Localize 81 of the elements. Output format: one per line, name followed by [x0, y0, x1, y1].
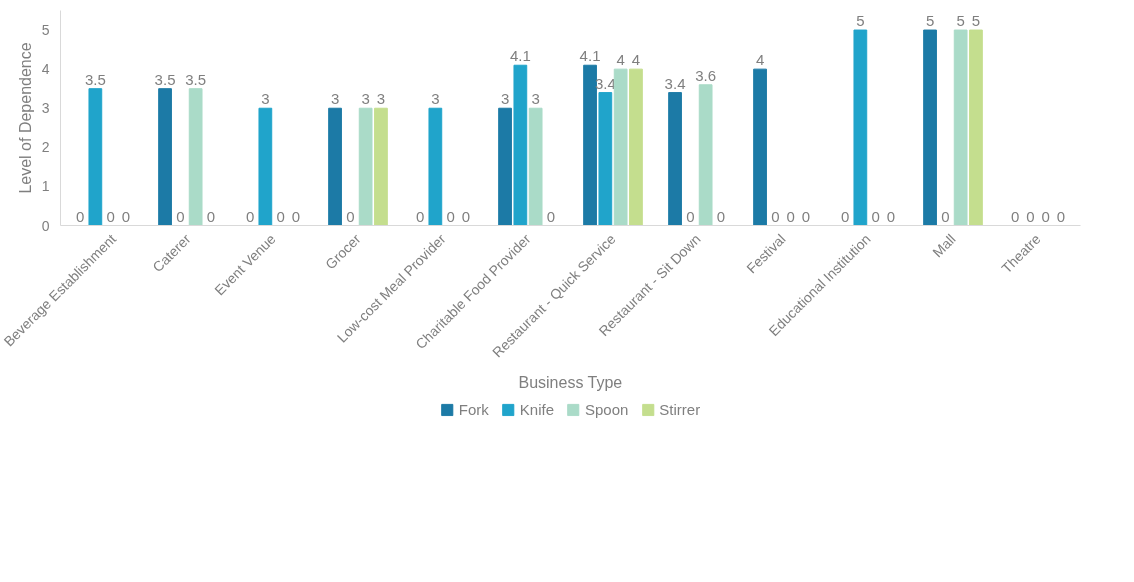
data-label: 0 — [1041, 207, 1050, 225]
data-label: 3 — [431, 90, 440, 108]
y-tick-label: 4 — [41, 61, 50, 78]
legend-label: Fork — [458, 400, 489, 418]
data-label: 0 — [415, 207, 425, 225]
bar — [698, 84, 713, 226]
data-label: 0 — [1010, 207, 1020, 225]
data-label: 0 — [176, 207, 185, 225]
data-label: 4.1 — [579, 47, 601, 65]
data-label: 0 — [546, 207, 556, 225]
data-label: 5 — [971, 12, 981, 30]
data-label: 0 — [786, 207, 795, 225]
data-label: 0 — [686, 207, 695, 225]
data-label: 0 — [446, 207, 455, 225]
bar — [629, 68, 643, 226]
bar — [188, 88, 203, 226]
y-tick-label: 2 — [41, 139, 50, 156]
data-label: 0 — [886, 207, 896, 225]
data-label: 0 — [245, 207, 255, 225]
data-label: 4 — [631, 51, 641, 69]
data-label: 4 — [755, 51, 765, 69]
data-label: 3 — [500, 90, 510, 108]
bar — [374, 107, 388, 226]
data-label: 0 — [291, 207, 301, 225]
bar — [853, 29, 868, 226]
data-label: 4 — [616, 51, 625, 69]
data-label: 0 — [276, 207, 285, 225]
bar — [613, 68, 628, 226]
bar — [498, 107, 512, 226]
y-tick-label: 5 — [41, 22, 50, 39]
data-label: 0 — [941, 207, 950, 225]
y-tick-label: 0 — [41, 217, 50, 234]
data-label: 3 — [261, 90, 270, 108]
data-label: 3.5 — [185, 70, 207, 88]
bar — [598, 92, 613, 226]
bar — [513, 64, 528, 226]
data-label: 0 — [206, 207, 216, 225]
data-label: 5 — [925, 12, 935, 30]
data-label: 3 — [330, 90, 340, 108]
data-label: 4.1 — [509, 47, 531, 65]
bar — [969, 29, 983, 226]
data-label: 3.5 — [84, 70, 106, 88]
data-label: 0 — [840, 207, 850, 225]
data-label: 3 — [376, 90, 386, 108]
bar — [328, 107, 342, 226]
data-label: 0 — [121, 207, 131, 225]
bar — [953, 29, 968, 226]
bar — [158, 88, 172, 226]
bar — [428, 107, 443, 226]
bar — [753, 68, 767, 226]
y-tick-label: 1 — [41, 178, 50, 195]
data-label: 0 — [801, 207, 811, 225]
y-tick-label: 3 — [41, 100, 50, 117]
bar — [358, 107, 373, 226]
data-label: 3.4 — [664, 74, 686, 92]
legend-label: Spoon — [584, 400, 629, 418]
data-label: 3 — [531, 90, 540, 108]
data-label: 5 — [856, 12, 865, 30]
data-label: 5 — [956, 12, 965, 30]
data-label: 0 — [346, 207, 355, 225]
data-label: 0 — [461, 207, 471, 225]
bar — [583, 64, 597, 226]
bar — [258, 107, 273, 226]
data-label: 0 — [771, 207, 780, 225]
bar — [668, 92, 682, 226]
bar — [88, 88, 103, 226]
data-label: 0 — [75, 207, 85, 225]
data-label: 0 — [716, 207, 726, 225]
y-axis-title: Level of Dependence — [16, 42, 34, 194]
bar — [923, 29, 937, 226]
bar — [528, 107, 543, 226]
data-label: 0 — [1026, 207, 1035, 225]
legend-label: Knife — [519, 400, 554, 418]
data-label: 3 — [361, 90, 370, 108]
data-label: 0 — [106, 207, 115, 225]
legend-label: Stirrer — [659, 400, 701, 418]
x-axis-title: Business Type — [518, 374, 623, 392]
data-label: 3.5 — [154, 70, 176, 88]
data-label: 0 — [1056, 207, 1066, 225]
data-label: 0 — [871, 207, 880, 225]
data-label: 3.6 — [695, 66, 717, 84]
